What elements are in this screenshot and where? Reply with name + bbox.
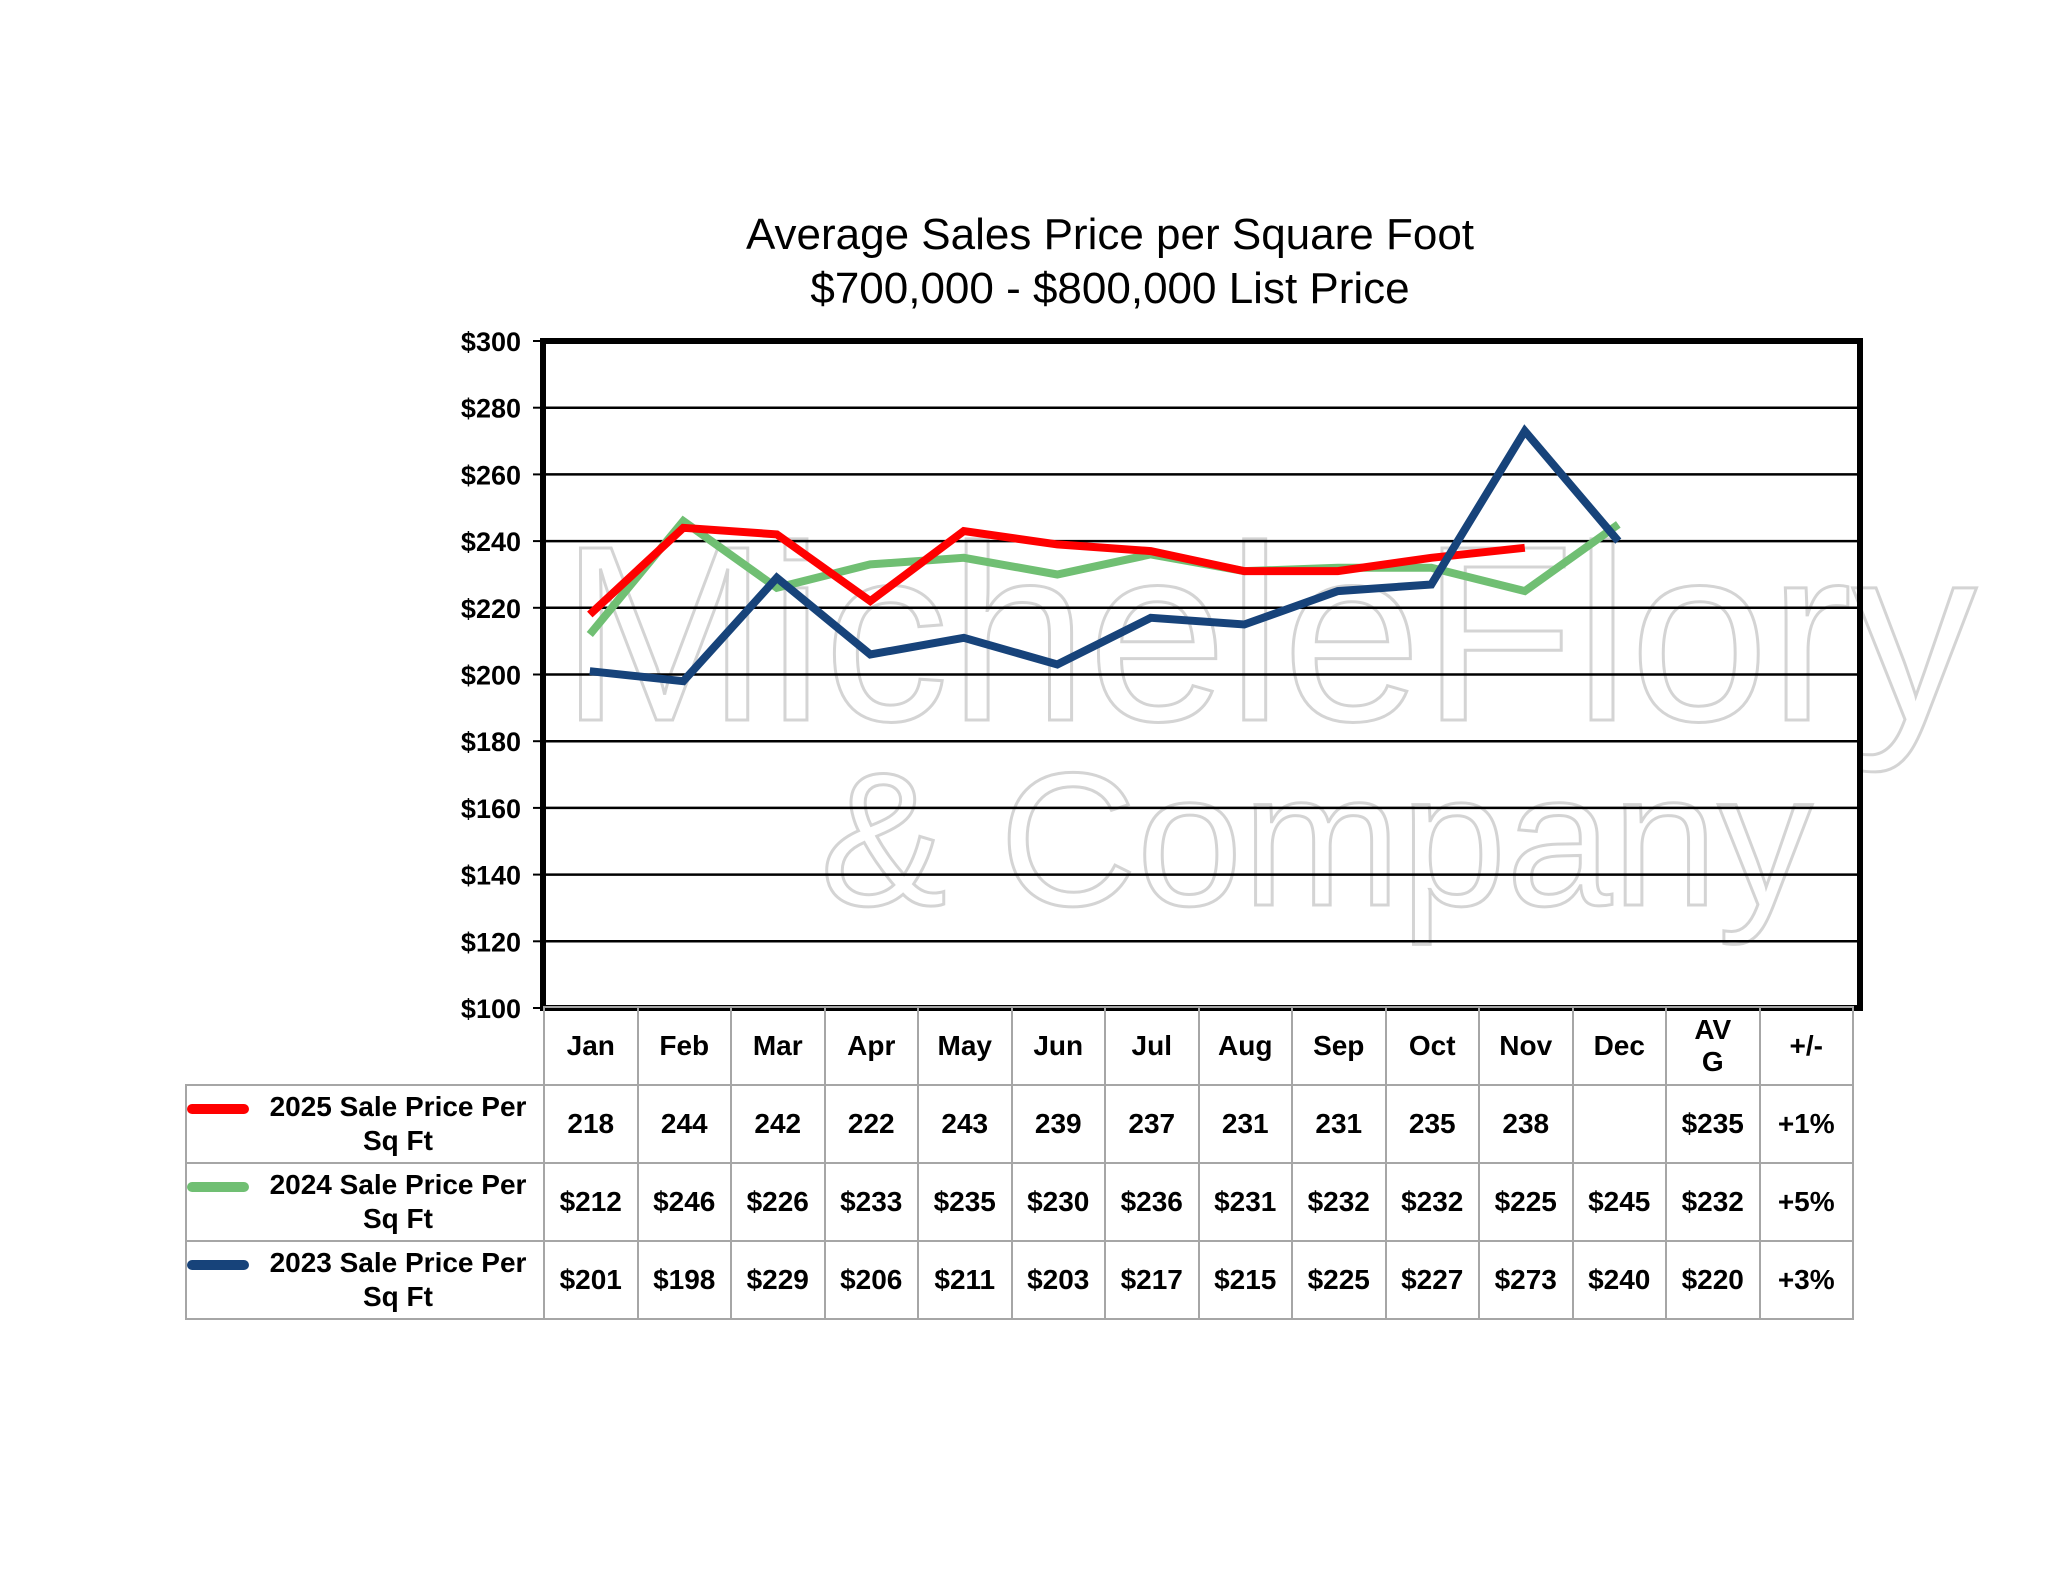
- table-corner: [186, 1007, 545, 1085]
- table-row: 2023 Sale Price Per Sq Ft $201 $198 $229 $20…: [185, 1240, 1854, 1320]
- table-cell: 238: [1478, 1084, 1574, 1164]
- y-tick-label: $300: [461, 327, 521, 357]
- watermark-line1: MicheleFlory: [560, 494, 1977, 773]
- legend-entry: 2025 Sale Price Per Sq Ft: [185, 1084, 545, 1164]
- x-axis-category-label: Oct: [1384, 1006, 1480, 1086]
- x-axis-category-label: Dec: [1571, 1006, 1667, 1086]
- watermark-logo: MicheleFlory & Company: [559, 493, 1979, 948]
- table-cell: $232: [1384, 1162, 1480, 1242]
- table-cell: $236: [1104, 1162, 1200, 1242]
- series-line-2023: [589, 424, 1622, 686]
- table-cell: 231: [1291, 1084, 1387, 1164]
- x-axis-category-label: May: [917, 1006, 1013, 1086]
- table-cell: 222: [823, 1084, 919, 1164]
- y-tick-label: $120: [461, 927, 521, 957]
- legend-swatch: [188, 1104, 249, 1114]
- y-tick-label: $260: [461, 460, 521, 490]
- table-cell: $232: [1291, 1162, 1387, 1242]
- x-axis-category-label: Jan: [543, 1006, 639, 1086]
- legend-label: 2025 Sale Price Per Sq Ft: [269, 1091, 527, 1156]
- table-cell: 242: [730, 1084, 826, 1164]
- table-cell: $220: [1665, 1240, 1761, 1320]
- table-cell: 243: [917, 1084, 1013, 1164]
- table-cell: $246: [636, 1162, 732, 1242]
- table-cell: 237: [1104, 1084, 1200, 1164]
- table-cell: $235: [917, 1162, 1013, 1242]
- table-row: 2025 Sale Price Per Sq Ft 218 244 242 222 243…: [185, 1084, 1854, 1164]
- legend-swatch: [188, 1260, 249, 1270]
- header-change: +/-: [1758, 1006, 1854, 1086]
- legend-label: 2023 Sale Price Per Sq Ft: [269, 1247, 527, 1312]
- x-axis-category-label: Apr: [823, 1006, 919, 1086]
- table-cell: $225: [1478, 1162, 1574, 1242]
- table-cell: 231: [1197, 1084, 1293, 1164]
- table-header-row: Jan Feb Mar Apr May Jun Jul Aug Sep Oct Nov Dec AV G +…: [186, 1006, 1854, 1086]
- table-cell: $215: [1197, 1240, 1293, 1320]
- table-cell: $230: [1010, 1162, 1106, 1242]
- table-cell: $226: [730, 1162, 826, 1242]
- table-cell: $211: [917, 1240, 1013, 1320]
- chart-title: Average Sales Price per Square Foot $700…: [560, 208, 1660, 316]
- table-cell: $231: [1197, 1162, 1293, 1242]
- gridlines: [543, 406, 1860, 943]
- legend-entry: 2024 Sale Price Per Sq Ft: [185, 1162, 545, 1242]
- x-axis-category-label: Aug: [1197, 1006, 1293, 1086]
- table-cell: $240: [1571, 1240, 1667, 1320]
- table-cell: $206: [823, 1240, 919, 1320]
- x-axis-category-label: Sep: [1291, 1006, 1387, 1086]
- y-tick-label: $280: [461, 394, 521, 424]
- series-lines: [586, 424, 1622, 686]
- table-cell: $233: [823, 1162, 919, 1242]
- data-table: Jan Feb Mar Apr May Jun Jul Aug Sep Oct Nov Dec AV G +…: [185, 1006, 1854, 1320]
- series-line-2025: [587, 523, 1526, 618]
- y-tick-label: $180: [461, 727, 521, 757]
- table-cell: $217: [1104, 1240, 1200, 1320]
- table-cell: 235: [1384, 1084, 1480, 1164]
- x-axis-category-label: Mar: [730, 1006, 826, 1086]
- y-tick-label: $240: [461, 527, 521, 557]
- table-cell: $245: [1571, 1162, 1667, 1242]
- x-axis-category-label: Jun: [1010, 1006, 1106, 1086]
- table-cell: $203: [1010, 1240, 1106, 1320]
- legend-swatch: [188, 1182, 249, 1192]
- y-tick-label: $200: [461, 661, 521, 691]
- table-cell: [1571, 1084, 1667, 1164]
- y-tick-label: $140: [461, 861, 521, 891]
- table-cell: +1%: [1758, 1084, 1854, 1164]
- x-axis-category-label: Feb: [636, 1006, 732, 1086]
- table-cell: $225: [1291, 1240, 1387, 1320]
- table-cell: $212: [543, 1162, 639, 1242]
- table-cell: $229: [730, 1240, 826, 1320]
- table-cell: 218: [543, 1084, 639, 1164]
- table-cell: +3%: [1758, 1240, 1854, 1320]
- chart-title-line2: $700,000 - $800,000 List Price: [810, 264, 1410, 313]
- watermark-line2: & Company: [820, 734, 1813, 946]
- x-axis-category-label: Jul: [1104, 1006, 1200, 1086]
- table-cell: $227: [1384, 1240, 1480, 1320]
- y-tick-label: $220: [461, 594, 521, 624]
- table-cell: 239: [1010, 1084, 1106, 1164]
- legend-label: 2024 Sale Price Per Sq Ft: [269, 1169, 527, 1234]
- table-cell: $198: [636, 1240, 732, 1320]
- table-cell: +5%: [1758, 1162, 1854, 1242]
- table-cell: $201: [543, 1240, 639, 1320]
- table-cell: $235: [1665, 1084, 1761, 1164]
- y-axis-ticks: $100$120$140$160$180$200$220$240$260$280…: [461, 327, 543, 1024]
- table-cell: $273: [1478, 1240, 1574, 1320]
- x-axis-category-label: Nov: [1478, 1006, 1574, 1086]
- header-avg: AV G: [1665, 1006, 1761, 1086]
- table-row: 2024 Sale Price Per Sq Ft $212 $246 $226 $23…: [185, 1162, 1854, 1242]
- chart-title-line1: Average Sales Price per Square Foot: [745, 210, 1475, 259]
- legend-entry: 2023 Sale Price Per Sq Ft: [185, 1240, 545, 1320]
- y-tick-label: $160: [461, 794, 521, 824]
- series-line-2024: [586, 515, 1621, 638]
- table-cell: $232: [1665, 1162, 1761, 1242]
- table-cell: 244: [636, 1084, 732, 1164]
